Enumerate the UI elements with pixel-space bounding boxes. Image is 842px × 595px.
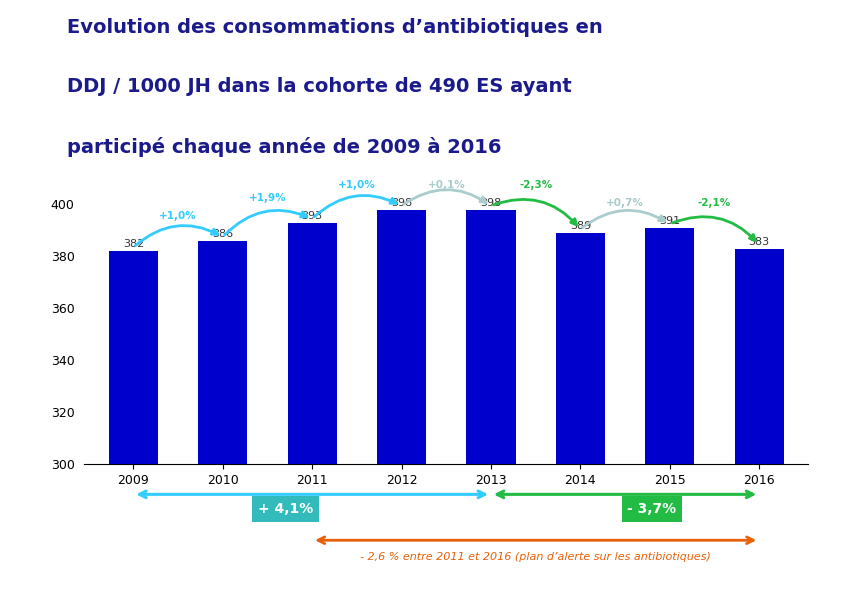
- Bar: [198, 241, 248, 464]
- Text: 383: 383: [749, 237, 770, 246]
- Text: + 4,1%: + 4,1%: [258, 502, 313, 516]
- Text: 398: 398: [480, 198, 502, 208]
- Text: +1,9%: +1,9%: [248, 193, 286, 203]
- Text: +0,7%: +0,7%: [606, 198, 644, 208]
- Text: +1,0%: +1,0%: [159, 211, 197, 221]
- Text: Evolution des consommations d’antibiotiques en: Evolution des consommations d’antibiotiq…: [67, 18, 603, 37]
- Text: - 2,6 % entre 2011 et 2016 (plan d’alerte sur les antibiotiques): - 2,6 % entre 2011 et 2016 (plan d’alert…: [360, 553, 711, 562]
- Text: 393: 393: [301, 211, 322, 221]
- Text: 382: 382: [123, 239, 144, 249]
- Bar: [645, 228, 695, 464]
- Text: participé chaque année de 2009 à 2016: participé chaque année de 2009 à 2016: [67, 137, 502, 157]
- Text: -2,1%: -2,1%: [698, 198, 731, 208]
- Text: - 3,7%: - 3,7%: [627, 502, 676, 516]
- Bar: [466, 209, 515, 464]
- Bar: [556, 233, 605, 464]
- Text: DDJ / 1000 JH dans la cohorte de 490 ES ayant: DDJ / 1000 JH dans la cohorte de 490 ES …: [67, 77, 572, 96]
- Text: 391: 391: [659, 216, 680, 226]
- Text: -2,3%: -2,3%: [519, 180, 552, 190]
- Text: 398: 398: [391, 198, 413, 208]
- Text: +0,1%: +0,1%: [428, 180, 465, 190]
- Text: 386: 386: [212, 228, 233, 239]
- Bar: [109, 251, 158, 464]
- Bar: [734, 249, 784, 464]
- Bar: [288, 223, 337, 464]
- Text: +1,0%: +1,0%: [338, 180, 376, 190]
- Text: 389: 389: [570, 221, 591, 231]
- Bar: [377, 209, 426, 464]
